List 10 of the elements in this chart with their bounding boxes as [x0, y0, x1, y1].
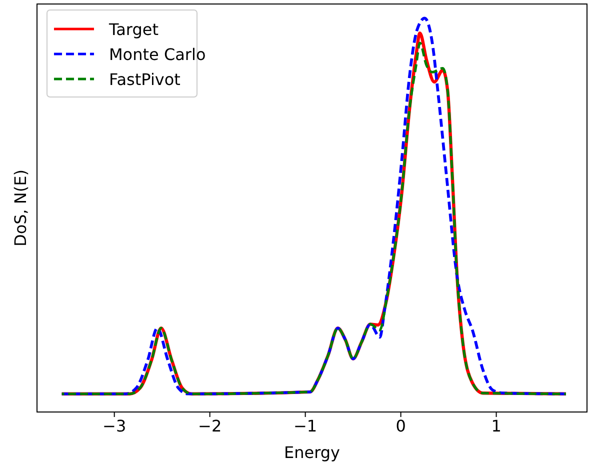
x-axis-title: Energy	[284, 443, 340, 462]
legend-label: FastPivot	[109, 70, 180, 89]
x-tick-label: −2	[198, 416, 222, 436]
x-tick-label: −3	[102, 416, 126, 436]
legend-label: Target	[108, 20, 158, 39]
x-tick-label: 0	[396, 416, 406, 436]
y-axis-title: DoS, N(E)	[11, 170, 30, 246]
x-tick-label: −1	[294, 416, 318, 436]
x-tick-label: 1	[491, 416, 502, 436]
legend-label: Monte Carlo	[109, 45, 206, 64]
